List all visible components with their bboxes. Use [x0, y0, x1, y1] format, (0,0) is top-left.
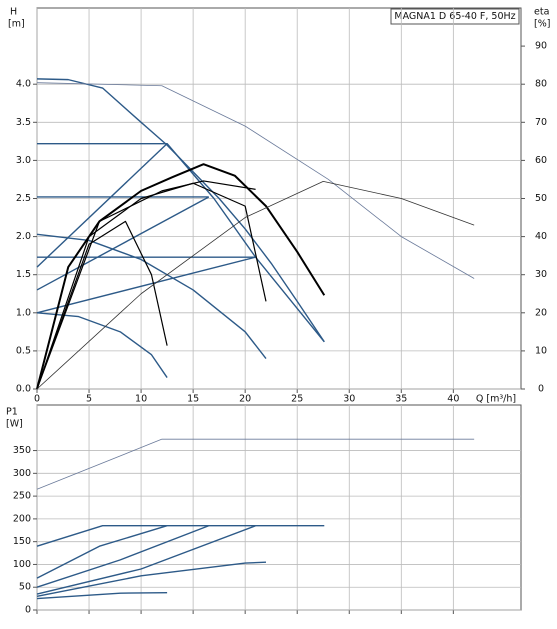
curve	[36, 220, 168, 390]
x-tick-label: 15	[187, 394, 199, 405]
y2-tick-label: 30	[535, 269, 547, 280]
x-tick-label: 5	[86, 394, 92, 405]
y-axis-unit: [W]	[6, 419, 23, 430]
y-tick-label: 2.5	[16, 193, 31, 204]
y2-tick-label: 80	[535, 79, 547, 90]
curve	[36, 525, 168, 579]
curve	[36, 591, 168, 600]
y-tick-label: 350	[13, 445, 31, 456]
y-tick-label: 1.5	[16, 269, 31, 280]
x-axis-label: Q [m³/h]	[476, 394, 516, 405]
curve	[36, 180, 475, 390]
y-axis-unit: [m]	[8, 19, 25, 30]
curve	[36, 82, 475, 279]
y-tick-label: 0.5	[16, 345, 31, 356]
y-tick-label: 50	[19, 582, 31, 593]
x-tick-label: 10	[135, 394, 147, 405]
y-tick-label: 3.0	[16, 155, 31, 166]
y-axis-label: H	[10, 7, 17, 18]
curve	[37, 142, 325, 343]
chart-title: MAGNA1 D 65-40 F, 50Hz	[394, 11, 515, 22]
y-tick-label: 1.0	[16, 307, 31, 318]
x-tick-label: 40	[447, 394, 459, 405]
y2-tick-label: 0	[538, 384, 544, 395]
curve	[36, 256, 256, 314]
x-tick-label: 35	[395, 394, 407, 405]
y-tick-label: 2.0	[16, 231, 31, 242]
curve	[36, 163, 326, 390]
y2-tick-label: 50	[535, 193, 547, 204]
y-tick-label: 4.0	[16, 79, 31, 90]
y2-tick-label: 10	[535, 345, 547, 356]
y-tick-label: 0.0	[16, 384, 31, 395]
y-tick-label: 0	[25, 605, 31, 616]
curve	[36, 525, 209, 588]
y2-tick-label: 70	[535, 117, 547, 128]
y2-tick-label: 40	[535, 231, 547, 242]
y-tick-label: 100	[13, 559, 31, 570]
y-axis-label: P1	[6, 407, 18, 418]
curve	[36, 438, 475, 490]
curve	[36, 180, 256, 390]
curve	[36, 561, 267, 598]
y2-tick-label: 90	[535, 41, 547, 52]
y-tick-label: 150	[13, 536, 31, 547]
y-tick-label: 200	[13, 513, 31, 524]
y2-tick-label: 60	[535, 155, 547, 166]
x-tick-label: 25	[291, 394, 303, 405]
y2-tick-label: 20	[535, 307, 547, 318]
curve	[36, 525, 325, 547]
title-box	[390, 8, 520, 25]
x-tick-label: 20	[239, 394, 251, 405]
x-tick-label: 0	[34, 394, 40, 405]
y-tick-label: 250	[13, 491, 31, 502]
y-tick-label: 3.5	[16, 117, 31, 128]
y2-axis-unit: [%]	[534, 19, 550, 30]
curve	[36, 78, 325, 343]
y2-axis-label: eta	[534, 7, 549, 18]
curve	[36, 143, 168, 268]
x-tick-label: 30	[343, 394, 355, 405]
curve	[36, 182, 267, 390]
curve	[36, 525, 256, 595]
y-tick-label: 300	[13, 468, 31, 479]
